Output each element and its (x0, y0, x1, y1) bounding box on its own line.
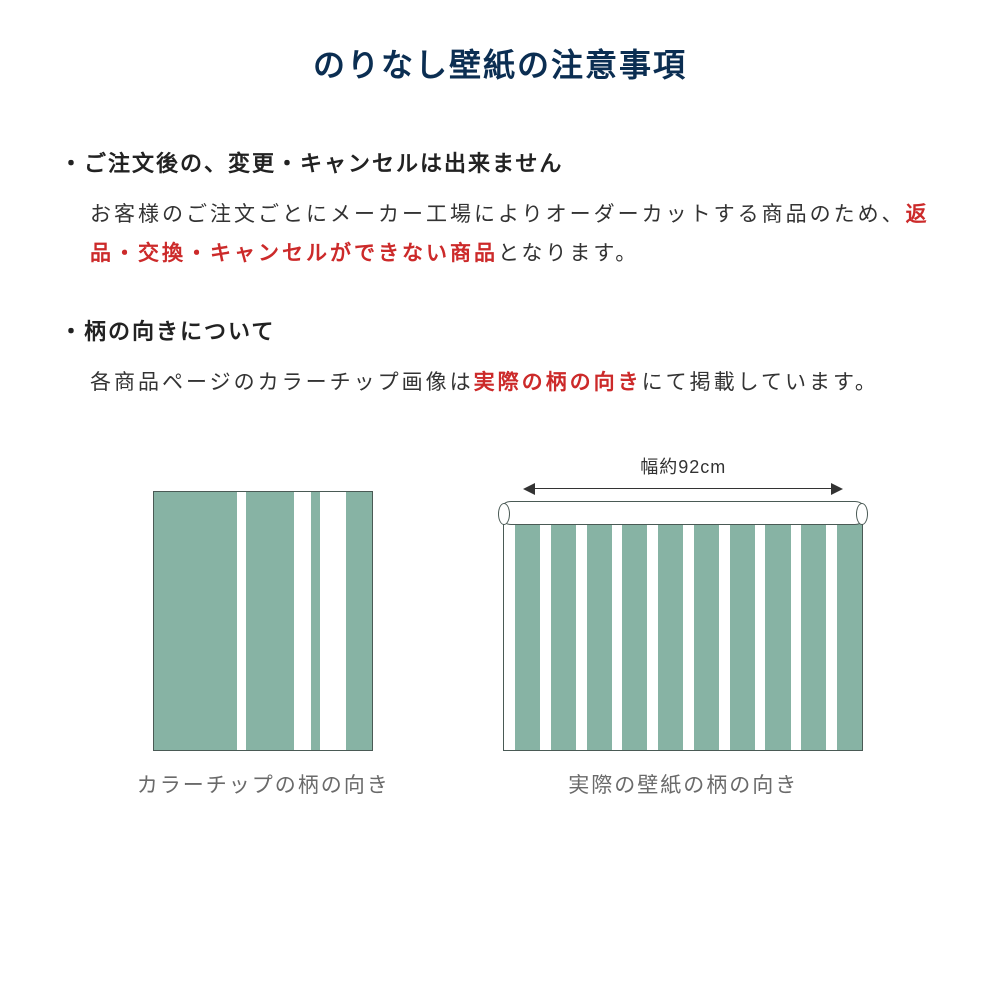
color-chip-swatch (153, 491, 373, 751)
page-title: のりなし壁紙の注意事項 (60, 40, 940, 86)
section-body: お客様のご注文ごとにメーカー工場によりオーダーカットする商品のため、返品・交換・… (60, 196, 940, 274)
roll-tube-icon (499, 501, 867, 525)
body-text-pre: お客様のご注文ごとにメーカー工場によりオーダーカットする商品のため、 (90, 203, 906, 226)
section-pattern-direction: ・柄の向きについて 各商品ページのカラーチップ画像は実際の柄の向きにて掲載してい… (60, 314, 940, 403)
arrow-right-icon (831, 483, 843, 495)
width-dimension-arrow (523, 483, 843, 495)
arrow-left-icon (523, 483, 535, 495)
width-dimension-label: 幅約92cm (640, 453, 726, 479)
body-text-post: となります。 (498, 242, 639, 265)
pattern-diagram: カラーチップの柄の向き 幅約92cm 実際の壁紙の柄の向き (60, 443, 940, 799)
body-text-highlight: 実際の柄の向き (474, 371, 642, 394)
diagram-left-caption: カラーチップの柄の向き (137, 769, 390, 799)
diagram-left: カラーチップの柄の向き (137, 443, 390, 799)
diagram-right: 幅約92cm 実際の壁紙の柄の向き (503, 453, 863, 799)
diagram-right-caption: 実際の壁紙の柄の向き (568, 769, 798, 799)
section-body: 各商品ページのカラーチップ画像は実際の柄の向きにて掲載しています。 (60, 364, 940, 403)
section-header: ・柄の向きについて (60, 314, 940, 346)
wallpaper-roll-swatch (503, 501, 863, 751)
section-header: ・ご注文後の、変更・キャンセルは出来ません (60, 146, 940, 178)
section-no-cancel: ・ご注文後の、変更・キャンセルは出来ません お客様のご注文ごとにメーカー工場によ… (60, 146, 940, 274)
body-text-pre: 各商品ページのカラーチップ画像は (90, 371, 474, 394)
body-text-post: にて掲載しています。 (642, 371, 879, 394)
